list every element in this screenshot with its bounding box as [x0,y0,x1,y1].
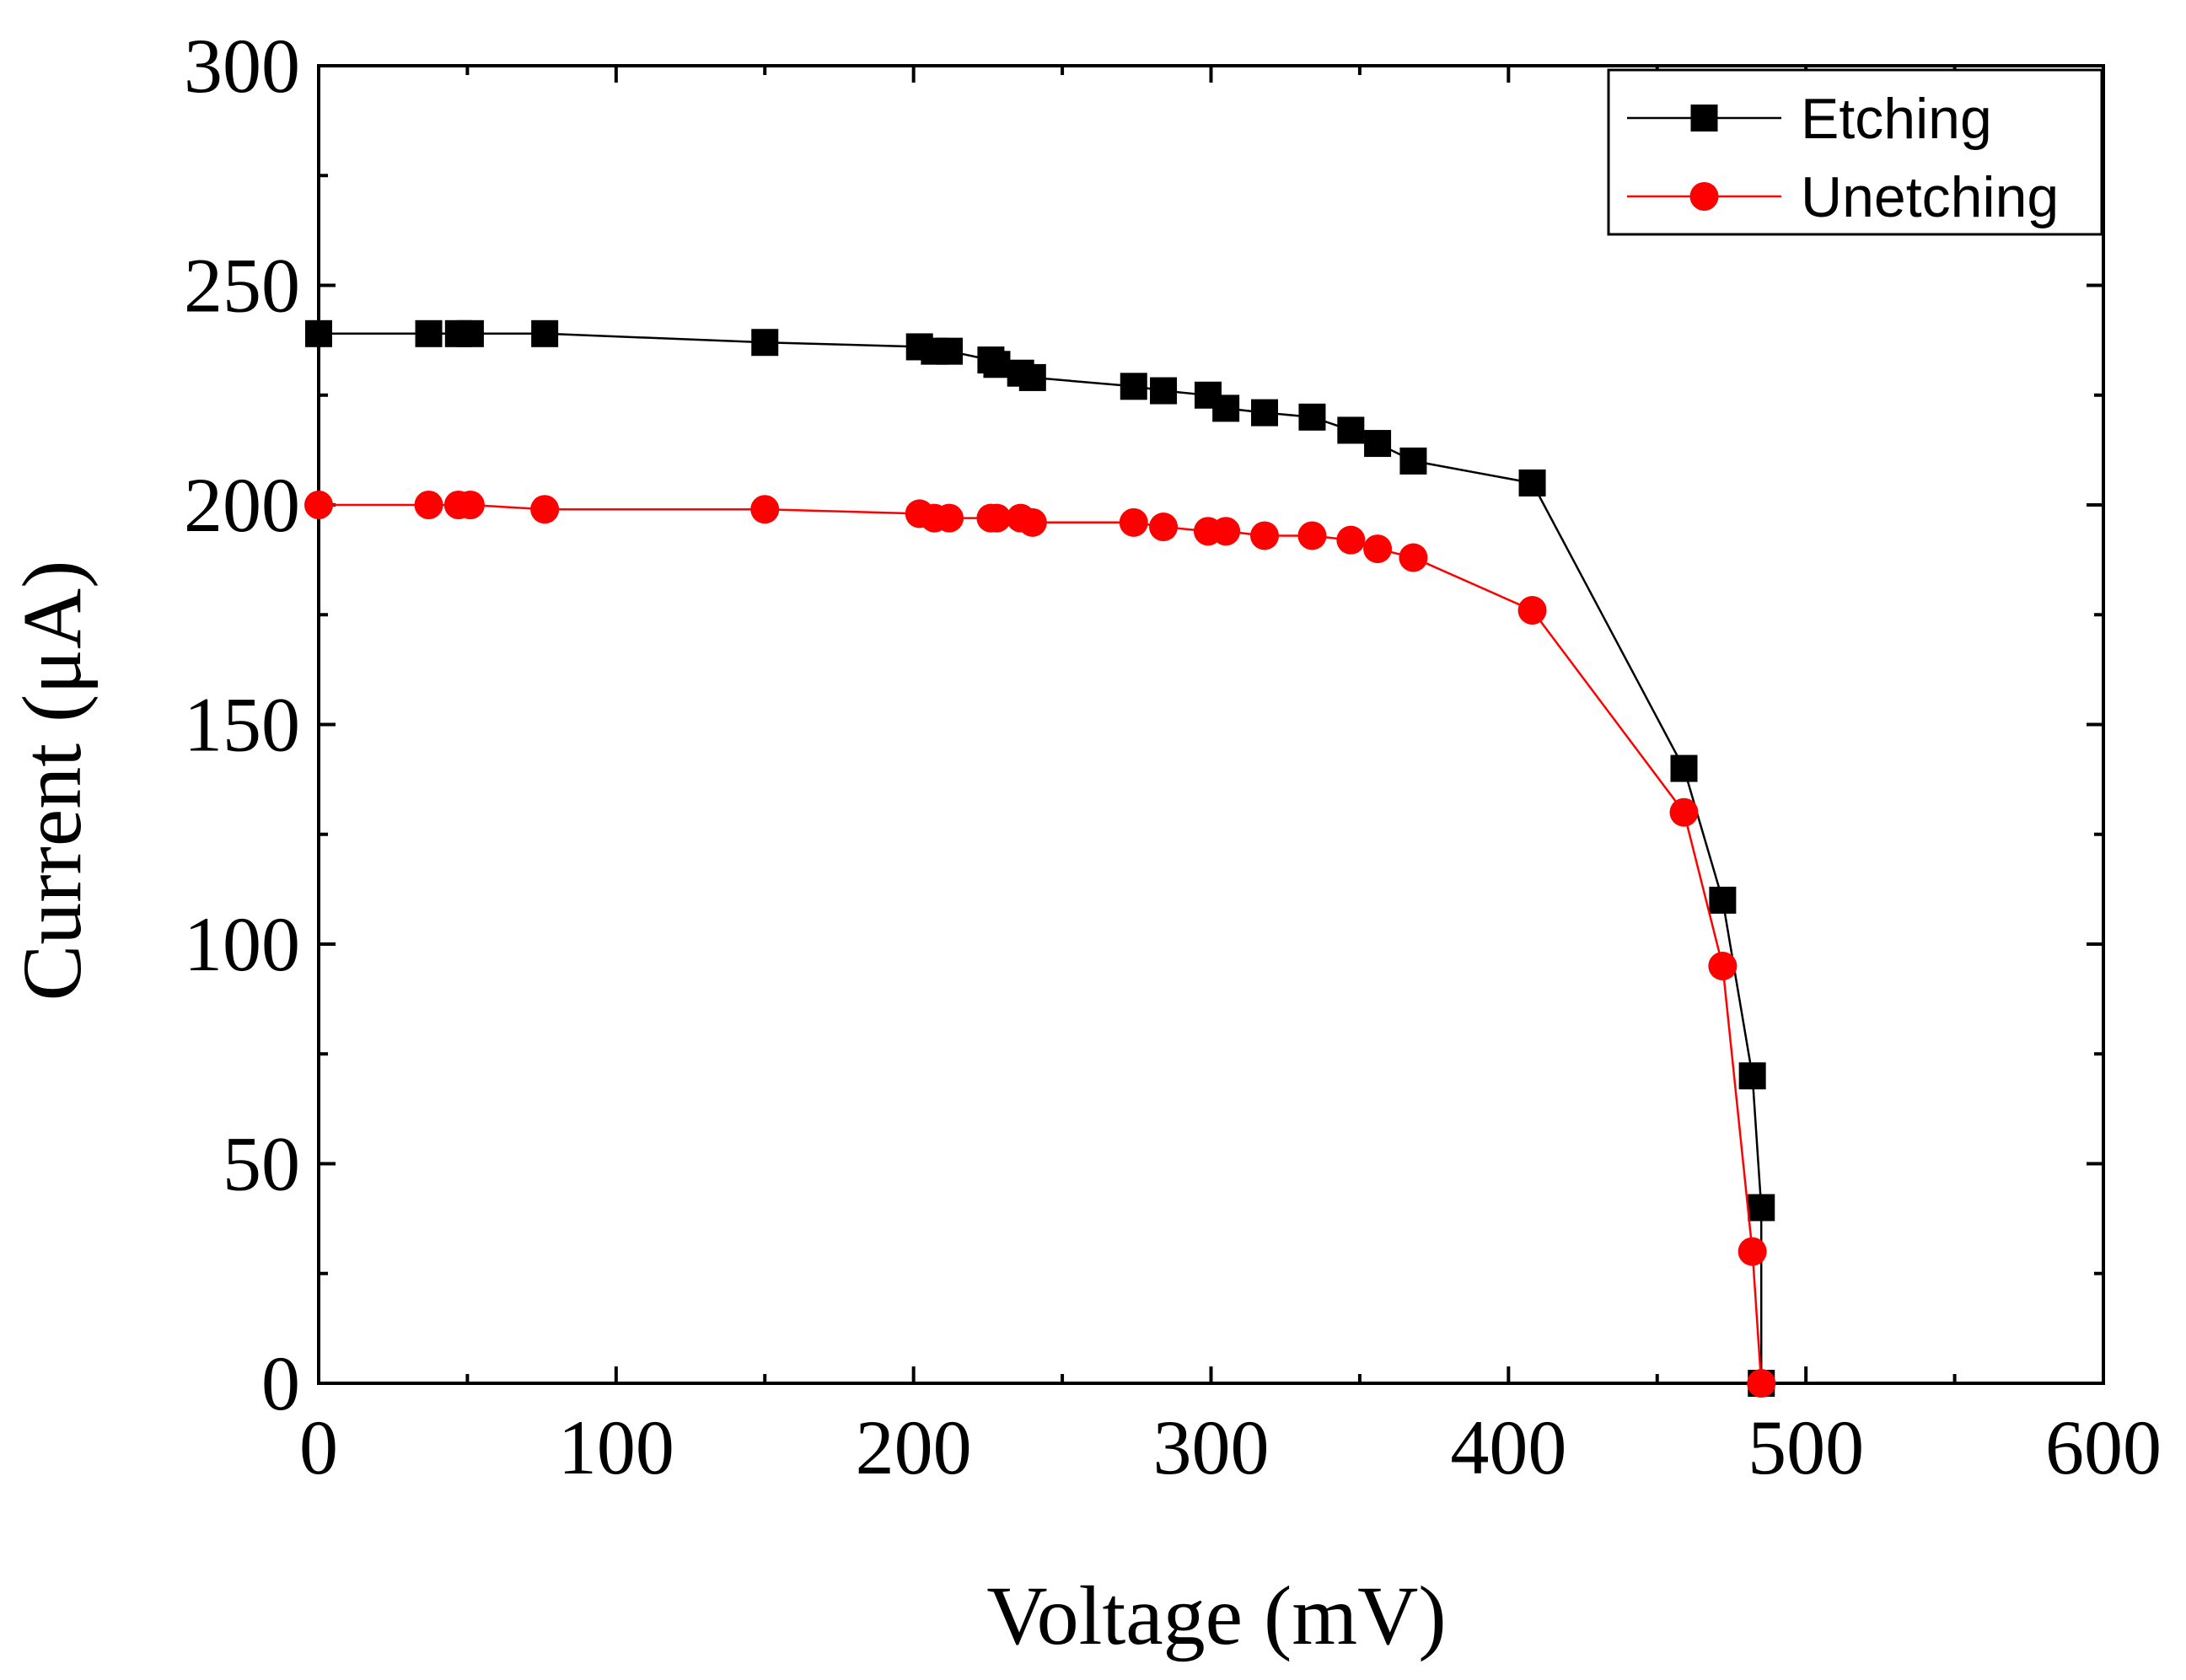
data-point-unetching [1119,507,1148,537]
data-point-etching [1337,416,1365,444]
data-point-unetching [1149,513,1179,542]
data-point-unetching [750,495,780,524]
axes: 0 100 200 300 400 500 600 0 50 100 150 200 250 300 [184,23,2162,1490]
y-tick-label: 300 [184,23,300,109]
data-point-etching [1212,395,1240,422]
data-point-unetching [1517,596,1547,625]
x-axis-title: Voltage (mV) [986,1569,1446,1662]
series-layer [304,319,1776,1398]
data-point-unetching [1336,525,1366,555]
legend-label-etching: Etching [1801,87,1992,151]
y-tick-label: 50 [223,1121,300,1207]
data-point-etching [1364,430,1392,458]
data-point-unetching [1250,521,1280,550]
legend-box [1607,68,2103,236]
y-tick-label: 250 [184,243,300,329]
data-point-unetching [1399,543,1428,572]
x-tick-label: 400 [1450,1404,1566,1490]
series-line-etching [319,332,1763,1383]
x-tick-label: 300 [1153,1404,1270,1490]
series-line-unetching [319,503,1763,1384]
data-point-etching [936,337,964,365]
y-tick-label: 100 [184,901,300,987]
x-tick-label: 600 [2045,1404,2162,1490]
data-point-unetching [304,491,333,519]
data-point-etching [1738,1062,1766,1090]
plot-frame [317,64,2105,1385]
legend-label-unetching: Unetching [1801,165,2059,229]
data-point-unetching [1211,517,1241,546]
data-point-unetching [1669,797,1699,827]
legend-marker-unetching [1689,182,1719,211]
data-point-unetching [530,495,560,524]
data-point-etching [1251,399,1279,427]
data-point-unetching [1363,534,1393,564]
data-point-etching [1120,373,1147,400]
data-point-etching [1018,363,1046,391]
data-point-unetching [982,503,1012,533]
data-point-etching [751,329,779,357]
data-point-unetching [455,491,485,519]
y-axis-title: Current (μA) [5,561,99,1001]
legend-marker-etching [1690,105,1718,132]
data-point-unetching [1018,507,1047,537]
data-point-etching [1150,377,1178,405]
data-point-etching [531,319,559,347]
data-point-etching [1518,469,1546,496]
data-point-unetching [1738,1237,1767,1266]
data-point-unetching [414,491,443,519]
data-point-etching [305,319,332,347]
x-tick-label: 100 [558,1404,674,1490]
data-point-etching [1748,1194,1775,1221]
y-tick-label: 0 [261,1340,300,1426]
legend: Etching Unetching [1607,68,2103,236]
x-tick-label: 200 [856,1404,972,1490]
data-point-unetching [1747,1369,1776,1398]
data-point-etching [415,319,443,347]
data-point-etching [1298,403,1326,431]
data-point-etching [456,319,484,347]
data-point-etching [1709,886,1737,914]
x-tick-label: 500 [1748,1404,1864,1490]
data-point-unetching [1708,952,1738,981]
data-point-etching [1670,754,1698,782]
y-tick-label: 200 [184,462,300,548]
data-point-unetching [935,503,964,533]
x-tick-label: 0 [299,1404,338,1490]
data-point-unetching [1297,521,1327,550]
data-point-etching [983,351,1011,378]
data-point-etching [1399,447,1427,475]
y-tick-label: 150 [184,682,300,768]
